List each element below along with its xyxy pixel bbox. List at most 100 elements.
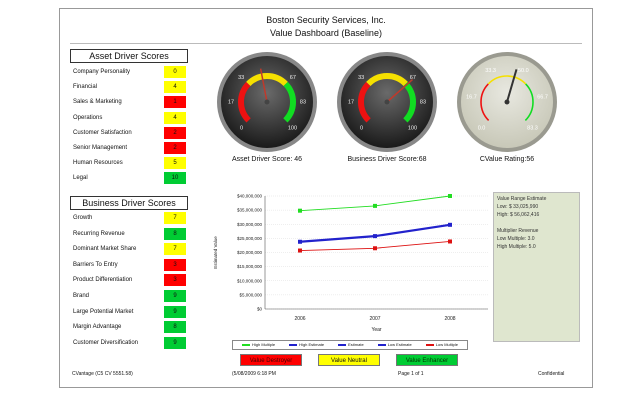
business-driver-row: Product Differentiation 3 bbox=[73, 273, 212, 287]
asset-driver-score-badge: 2 bbox=[164, 126, 186, 139]
y-tick-label: $0 bbox=[257, 307, 263, 312]
asset-driver-label: Sales & Marketing bbox=[73, 99, 122, 106]
gauge-needle bbox=[506, 69, 518, 103]
gauge-red-zone bbox=[238, 81, 251, 123]
gauge-caption: Asset Driver Score: 46 bbox=[231, 156, 303, 163]
gauge-red-zone bbox=[480, 83, 490, 121]
value-range-panel: Value Range Estimate Low: $ 33,025,990 Hig… bbox=[493, 192, 580, 342]
business-driver-label: Recurring Revenue bbox=[73, 230, 125, 237]
legend-swatch bbox=[377, 343, 386, 346]
asset-driver-row: Human Resources 5 bbox=[73, 156, 212, 170]
legend-item: Low Multiple bbox=[425, 341, 458, 349]
business-driver-score-badge: 7 bbox=[164, 243, 186, 256]
asset-driver-score-badge: 1 bbox=[164, 96, 186, 109]
data-point bbox=[298, 208, 302, 213]
data-point bbox=[448, 239, 452, 244]
business-driver-scores-heading: Business Driver Scores bbox=[70, 196, 188, 210]
business-driver-label: Customer Diversification bbox=[73, 339, 139, 346]
business-driver-row: Margin Advantage 8 bbox=[73, 320, 212, 334]
gauge-dial: 0 17 33 67 83 100 bbox=[217, 52, 317, 152]
y-tick-label: $25,000,000 bbox=[237, 236, 263, 241]
gauge-tick-label: 17 bbox=[228, 99, 234, 105]
y-tick-label: $35,000,000 bbox=[237, 208, 263, 213]
data-point bbox=[298, 248, 302, 253]
legend-item: Estimate bbox=[338, 341, 364, 349]
value-enhancer-button[interactable]: Value Enhancer bbox=[396, 354, 458, 366]
footer-confidential: Confidential bbox=[538, 371, 565, 377]
asset-driver-label: Operations bbox=[73, 114, 103, 121]
gauge-tick-label: 17 bbox=[348, 99, 354, 105]
business-driver-row: Large Potential Market 9 bbox=[73, 305, 212, 319]
business-driver-score-badge: 3 bbox=[164, 258, 186, 271]
legend-label: Low Multiple bbox=[435, 342, 458, 347]
value-destroyer-button[interactable]: Value Destroyer bbox=[240, 354, 302, 366]
y-tick-label: $20,000,000 bbox=[237, 250, 263, 255]
business-driver-label: Large Potential Market bbox=[73, 308, 134, 315]
asset-driver-row: Operations 4 bbox=[73, 111, 212, 125]
value-range-line: Low Multiple: 3.0 bbox=[497, 236, 535, 242]
asset-driver-label: Legal bbox=[73, 175, 88, 182]
business-driver-label: Brand bbox=[73, 293, 90, 299]
legend-swatch bbox=[338, 343, 347, 346]
asset-driver-row: Sales & Marketing 1 bbox=[73, 95, 212, 109]
business-driver-label: Dominant Market Share bbox=[73, 246, 137, 253]
gauge-red-zone bbox=[358, 81, 371, 123]
gauge-tick-label: 100 bbox=[288, 125, 297, 131]
gauge-needle bbox=[259, 68, 268, 103]
asset-driver-label: Senior Management bbox=[73, 145, 128, 151]
gauge-tick-label: 66.7 bbox=[537, 94, 548, 100]
gauge-dial: 0 17 33 67 83 100 bbox=[337, 52, 437, 152]
y-tick-label: $40,000,000 bbox=[237, 194, 263, 199]
legend-item: Low Estimate bbox=[377, 341, 412, 349]
business-driver-row: Recurring Revenue 8 bbox=[73, 227, 212, 241]
x-tick-label: 2006 bbox=[294, 316, 305, 322]
value-estimate-chart: $0 $5,000,000 $10,000,000 $15,000,000 $20,00… bbox=[213, 194, 488, 333]
business-driver-score-badge: 9 bbox=[164, 305, 186, 318]
legend-swatch bbox=[242, 343, 251, 346]
gauge-tick-label: 33 bbox=[358, 75, 364, 81]
business-driver-score-badge: 8 bbox=[164, 227, 186, 240]
gauge-yellow-zone bbox=[366, 73, 408, 87]
data-point bbox=[373, 246, 377, 251]
footer-version: CVantage (C5 CV 5551.58) bbox=[72, 371, 133, 377]
chart-legend: High Multiple High Estimate Estimate Low Es… bbox=[232, 340, 468, 350]
legend-label: Estimate bbox=[348, 342, 364, 347]
business-driver-label: Product Differentiation bbox=[73, 277, 133, 284]
x-tick-label: 2007 bbox=[369, 316, 380, 322]
value-range-line: High: $ 56,062,416 bbox=[497, 212, 540, 218]
series-line bbox=[299, 195, 451, 212]
legend-swatch bbox=[425, 343, 434, 346]
dashboard-subtitle: Value Dashboard (Baseline) bbox=[270, 28, 382, 38]
business-driver-row: Customer Diversification 9 bbox=[73, 336, 212, 350]
x-tick-label: 2008 bbox=[444, 316, 455, 322]
value-neutral-button[interactable]: Value Neutral bbox=[318, 354, 380, 366]
value-range-line: High Multiple: 5.0 bbox=[497, 244, 536, 250]
asset-driver-label: Financial bbox=[73, 84, 98, 91]
data-point bbox=[448, 222, 452, 227]
footer-page: Page 1 of 1 bbox=[398, 371, 424, 377]
gauge-tick-label: 0 bbox=[360, 125, 363, 131]
gauge-tick-label: 50.0 bbox=[518, 68, 529, 74]
y-tick-label: $10,000,000 bbox=[237, 278, 263, 283]
asset-driver-label: Customer Satisfaction bbox=[73, 129, 132, 136]
business-driver-score-badge: 9 bbox=[164, 336, 186, 349]
x-axis-label: Year bbox=[371, 327, 381, 333]
series-line bbox=[299, 223, 451, 243]
business-driver-score-badge: 9 bbox=[164, 290, 186, 302]
data-point bbox=[448, 194, 452, 198]
asset-driver-row: Financial 4 bbox=[73, 80, 212, 94]
legend-label: High Estimate bbox=[299, 342, 325, 347]
legend-item: High Multiple bbox=[242, 341, 275, 349]
data-point bbox=[373, 203, 377, 208]
gauge-tick-label: 83 bbox=[420, 99, 426, 105]
gauge-tick-label: 0 bbox=[240, 125, 243, 131]
data-point bbox=[298, 239, 302, 244]
asset-driver-row: Company Personality 0 bbox=[73, 65, 212, 79]
gauge-tick-label: 83 bbox=[300, 99, 306, 105]
page-border bbox=[59, 8, 593, 388]
gauge-green-zone bbox=[403, 81, 416, 123]
gauge-tick-label: 16.7 bbox=[466, 94, 477, 100]
business-driver-score-badge: 3 bbox=[164, 274, 186, 287]
y-tick-label: $15,000,000 bbox=[237, 264, 263, 269]
y-tick-label: $30,000,000 bbox=[237, 222, 263, 227]
